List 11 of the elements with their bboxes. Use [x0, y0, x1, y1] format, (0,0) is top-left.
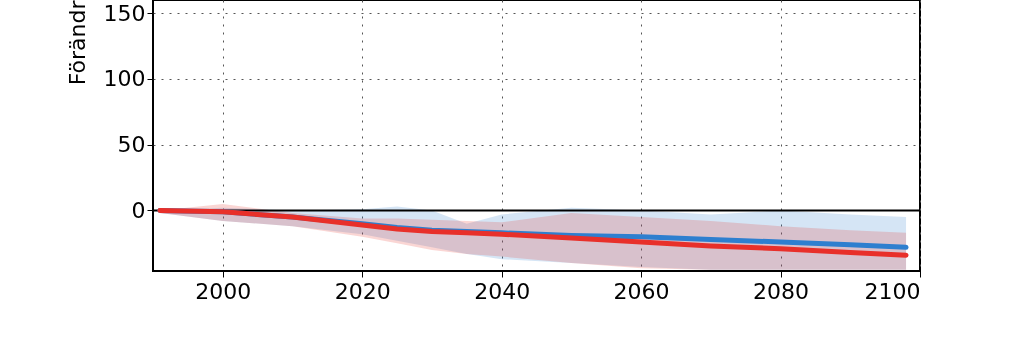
y-tick-label: 150: [103, 0, 146, 26]
y-tick-label: 0: [131, 197, 146, 223]
y-tick-label: 50: [117, 132, 146, 158]
x-tick-label: 2080: [753, 278, 810, 304]
x-tick-label: 2040: [474, 278, 531, 304]
x-tick-label: 2020: [334, 278, 391, 304]
x-tick-label: 2060: [613, 278, 670, 304]
x-tick-label: 2000: [195, 278, 252, 304]
y-tick-label: 100: [103, 66, 146, 92]
x-tick-label: 2100: [864, 278, 921, 304]
y-axis-title: Förändr: [64, 0, 90, 86]
